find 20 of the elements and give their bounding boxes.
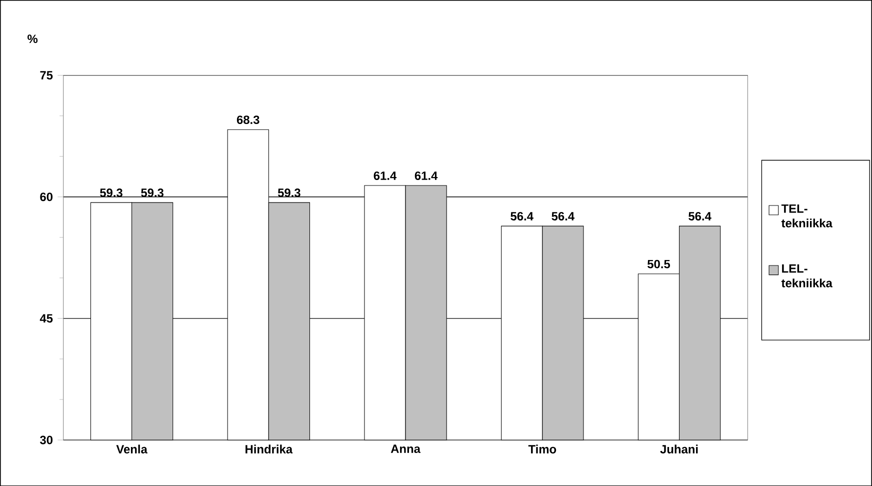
x-tick-label: Venla <box>116 444 148 454</box>
data-label: 61.4 <box>374 171 397 180</box>
data-label: 50.5 <box>647 260 670 268</box>
x-tick-label: Anna <box>390 444 421 453</box>
x-tick-label: Hindrika <box>246 444 293 454</box>
y-tick-label: 60 <box>40 192 53 201</box>
data-label: 68.3 <box>236 115 260 124</box>
data-label: 59.3 <box>278 188 300 197</box>
x-tick-label: Juhani <box>660 444 698 454</box>
legend-label: LEL-tekniikka <box>781 264 832 288</box>
y-tick-label: 30 <box>40 436 53 444</box>
y-tick-label: 45 <box>40 314 53 322</box>
x-tick-label: Timo <box>528 444 556 454</box>
data-label: 56.4 <box>688 212 712 220</box>
legend-label: TEL-tekniikka <box>781 204 832 228</box>
data-label: 61.4 <box>414 171 438 180</box>
data-label: 56.4 <box>510 212 534 220</box>
y-tick-label: 75 <box>40 70 53 80</box>
y-axis-title: % <box>28 34 38 43</box>
data-label: 56.4 <box>552 212 574 220</box>
